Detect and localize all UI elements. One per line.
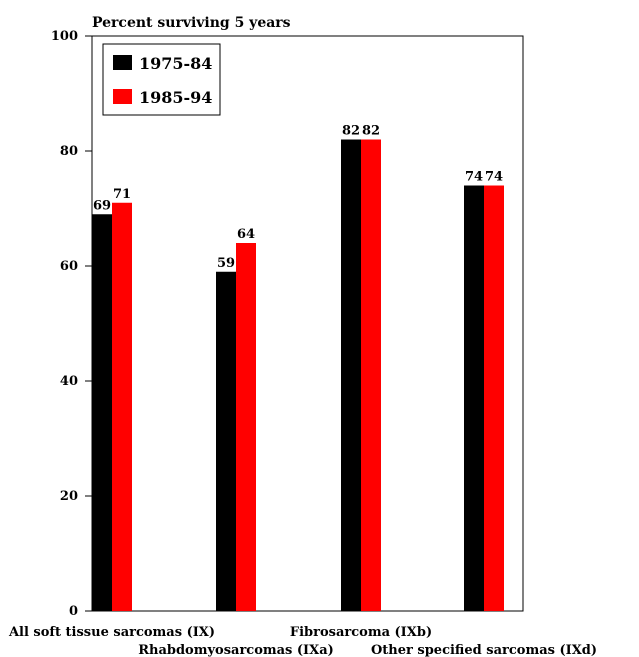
y-tick-label: 100 [51, 29, 78, 44]
y-tick-label: 20 [60, 489, 78, 504]
bar-1975-84-fibrosarcoma-ixb [341, 139, 361, 611]
y-tick-label: 60 [60, 259, 78, 274]
data-label: 59 [217, 256, 235, 271]
y-tick-label: 80 [60, 144, 78, 159]
legend-swatch-1975-84 [113, 55, 132, 70]
data-label: 74 [465, 170, 483, 185]
y-tick-label: 40 [60, 374, 78, 389]
data-label: 82 [342, 124, 360, 139]
data-label: 69 [93, 198, 111, 213]
y-axis: 0 20 40 60 80 100 [51, 29, 92, 619]
bars [92, 139, 504, 611]
data-label: 82 [362, 124, 380, 139]
bar-1975-84-all-soft-tissue-sarcomas-ix [92, 214, 112, 611]
bar-1985-94-rhabdomyosarcomas-ixa [236, 243, 256, 611]
x-tick-label: All soft tissue sarcomas (IX) [8, 625, 215, 640]
data-label: 74 [485, 170, 503, 185]
x-axis-labels: All soft tissue sarcomas (IX) Rhabdomyosa… [8, 625, 597, 657]
data-label: 71 [113, 187, 131, 202]
data-label: 64 [237, 227, 255, 242]
bar-1985-94-other-specified-sarcomas-ixd [484, 185, 504, 611]
bar-1985-94-all-soft-tissue-sarcomas-ix [112, 202, 132, 611]
legend-swatch-1985-94 [113, 89, 132, 104]
legend: 1975-84 1985-94 [102, 43, 221, 116]
plot-area-frame [91, 35, 524, 612]
bar-1985-94-fibrosarcoma-ixb [361, 139, 381, 611]
legend-label-1985-94: 1985-94 [139, 88, 212, 107]
x-tick-label: Other specified sarcomas (IXd) [371, 643, 597, 657]
bar-1975-84-rhabdomyosarcomas-ixa [216, 271, 236, 611]
x-tick-label: Fibrosarcoma (IXb) [290, 625, 432, 640]
x-tick-label: Rhabdomyosarcomas (IXa) [138, 643, 334, 657]
legend-label-1975-84: 1975-84 [139, 54, 212, 73]
chart-title: Percent surviving 5 years [92, 15, 291, 31]
bar-1975-84-other-specified-sarcomas-ixd [464, 185, 484, 611]
y-tick-label: 0 [69, 604, 78, 619]
